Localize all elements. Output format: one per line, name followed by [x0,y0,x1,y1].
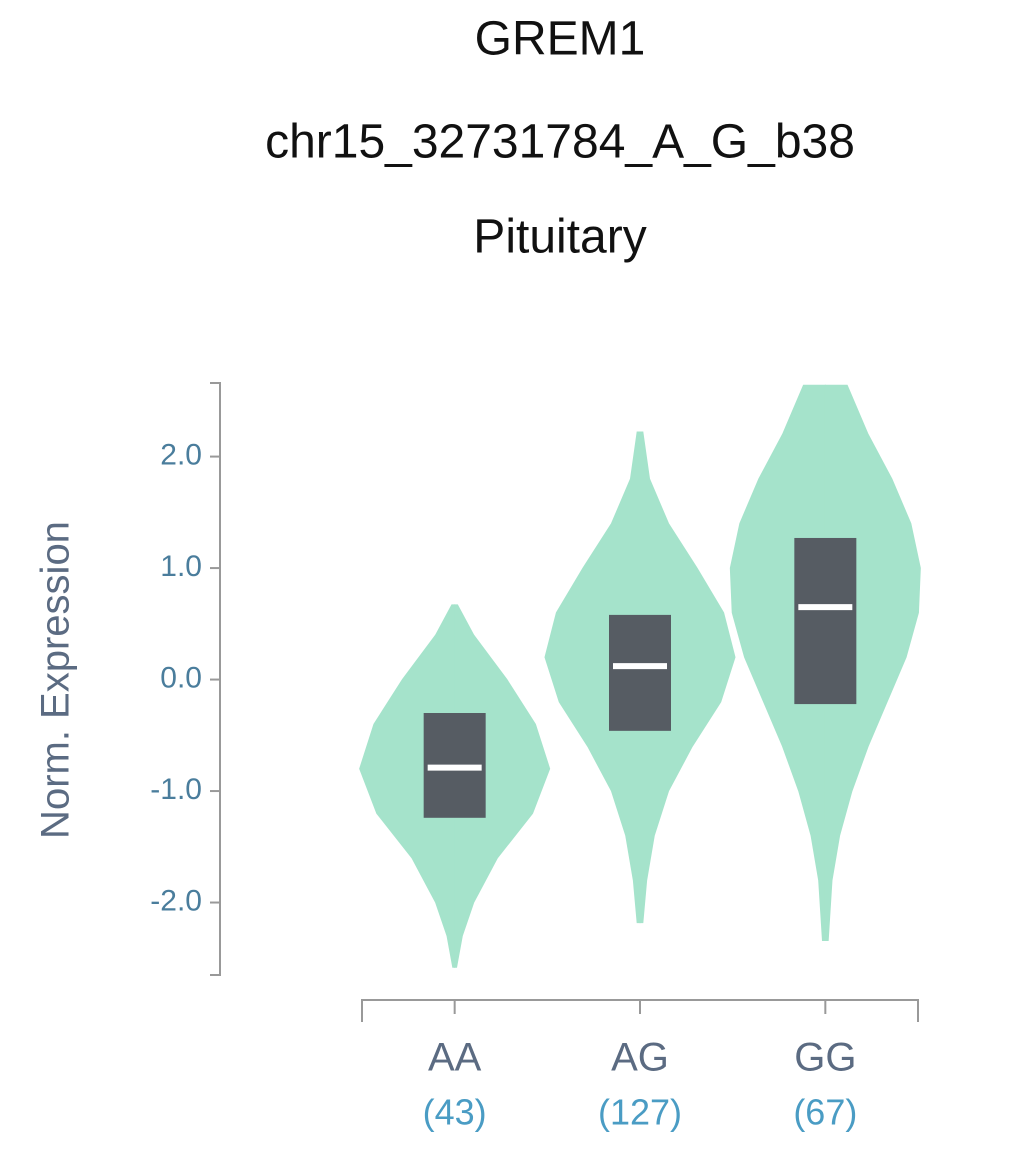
tissue-label: Pituitary [473,211,646,264]
violin [729,384,826,941]
y-axis-label: Norm. Expression [34,521,78,839]
chart-subtitle: chr15_32731784_A_G_b38 [265,116,855,169]
box [609,614,671,731]
x-tick-label: GG [794,1036,856,1080]
x-tick-label: AA [428,1036,482,1080]
y-tick-label: -2.0 [150,884,202,917]
chart-title: GREM1 [475,13,646,66]
violin [359,604,456,968]
box [794,537,857,705]
violin [544,431,641,924]
y-tick-label: 2.0 [160,439,202,472]
sample-size: (67) [793,1092,857,1133]
y-tick-label: 0.0 [160,661,202,694]
sample-size: (43) [423,1092,487,1133]
violin [454,604,551,968]
violin [824,384,921,941]
x-tick-label: AG [611,1036,669,1080]
violin [639,431,736,924]
y-tick-label: 1.0 [160,550,202,583]
y-tick-label: -1.0 [150,773,202,806]
sample-size: (127) [598,1092,682,1133]
